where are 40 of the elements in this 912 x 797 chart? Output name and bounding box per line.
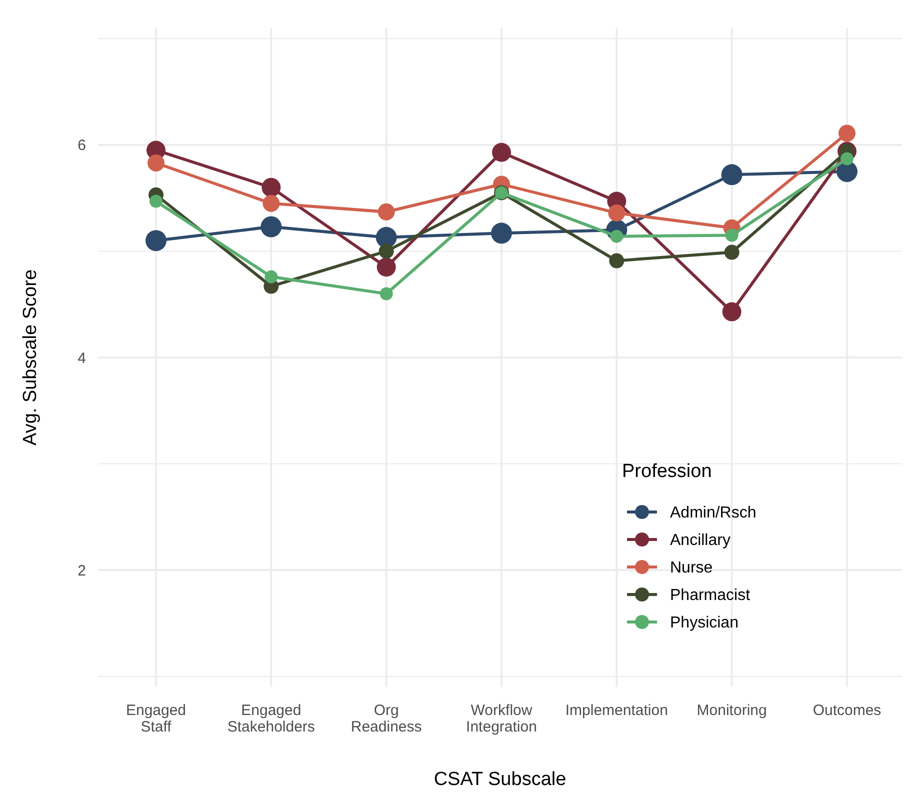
point	[260, 216, 282, 238]
legend-title: Profession	[622, 461, 712, 482]
point	[378, 244, 394, 259]
x-tick-label: Org Readiness	[350, 702, 422, 736]
point	[148, 154, 164, 172]
x-axis-title: CSAT Subscale	[434, 769, 566, 790]
point	[722, 302, 742, 322]
point	[609, 253, 624, 268]
y-axis-title: Avg. Subscale Score	[20, 269, 41, 446]
point	[840, 152, 854, 166]
point	[838, 124, 856, 142]
point	[380, 287, 393, 300]
point	[608, 204, 626, 222]
legend-label: Ancillary	[670, 532, 730, 550]
x-tick-label: Implementation	[565, 702, 668, 719]
point	[492, 142, 511, 162]
y-tick-label: 2	[78, 562, 86, 580]
point	[376, 258, 396, 277]
point	[721, 164, 742, 186]
point	[264, 270, 278, 284]
point	[725, 228, 738, 242]
point	[262, 194, 280, 212]
legend-label: Nurse	[670, 560, 713, 577]
point	[724, 244, 740, 260]
y-tick-label: 6	[78, 137, 86, 154]
legend-label: Pharmacist	[670, 587, 751, 604]
x-tick-label: Workflow Integration	[466, 702, 537, 736]
point	[378, 203, 395, 220]
y-tick-label: 4	[78, 350, 86, 367]
x-tick-label: Monitoring	[696, 702, 767, 719]
legend-label: Physician	[670, 614, 738, 632]
point	[146, 230, 166, 252]
x-tick-label: Engaged Staff	[126, 702, 186, 736]
point	[491, 222, 512, 244]
point	[150, 194, 162, 208]
x-tick-label: Engaged Stakeholders	[227, 702, 315, 736]
legend-label: Admin/Rsch	[670, 504, 756, 522]
x-tick-label: Outcomes	[812, 702, 882, 719]
point	[262, 178, 281, 197]
point	[376, 226, 397, 248]
